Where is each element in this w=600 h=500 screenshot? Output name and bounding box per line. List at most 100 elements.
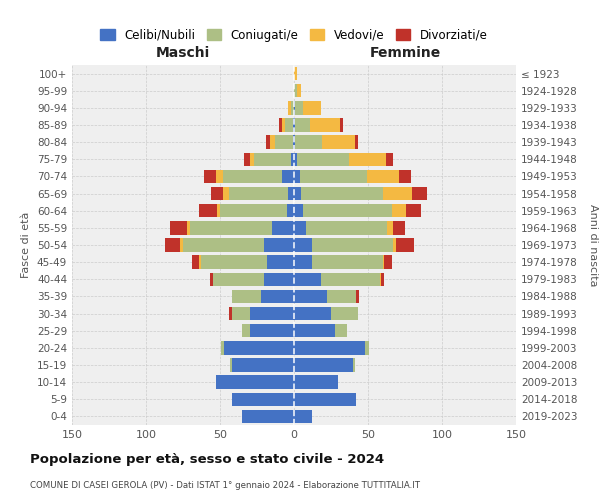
Bar (367, 170, 399, 183)
Bar (232, 307, 250, 320)
Bar (312, 256, 383, 269)
Bar (190, 221, 272, 234)
Bar (300, 170, 367, 183)
Bar (386, 152, 393, 166)
Bar (353, 358, 355, 372)
Bar (294, 307, 331, 320)
Bar (297, 152, 349, 166)
Bar (387, 221, 393, 234)
Bar (229, 307, 232, 320)
Bar (355, 136, 358, 149)
Y-axis label: Fasce di età: Fasce di età (22, 212, 31, 278)
Bar (265, 238, 294, 252)
Bar (356, 290, 359, 303)
Bar (223, 170, 282, 183)
Bar (165, 238, 180, 252)
Bar (291, 101, 294, 114)
Bar (301, 187, 383, 200)
Bar (250, 152, 254, 166)
Bar (384, 256, 392, 269)
Bar (223, 187, 229, 200)
Bar (294, 290, 326, 303)
Bar (294, 170, 300, 183)
Bar (380, 272, 382, 286)
Bar (306, 221, 387, 234)
Bar (242, 410, 294, 423)
Bar (232, 290, 262, 303)
Bar (406, 204, 421, 218)
Bar (183, 238, 265, 252)
Bar (220, 204, 287, 218)
Bar (294, 136, 295, 149)
Bar (294, 67, 297, 80)
Bar (294, 152, 297, 166)
Bar (294, 358, 353, 372)
Bar (322, 136, 355, 149)
Bar (282, 170, 294, 183)
Bar (265, 272, 294, 286)
Bar (294, 118, 295, 132)
Bar (294, 256, 312, 269)
Bar (412, 187, 427, 200)
Bar (187, 221, 190, 234)
Bar (295, 136, 322, 149)
Bar (326, 290, 356, 303)
Bar (310, 118, 340, 132)
Bar (271, 136, 275, 149)
Bar (295, 101, 303, 114)
Bar (294, 238, 312, 252)
Bar (224, 341, 294, 354)
Bar (335, 324, 347, 338)
Bar (312, 238, 393, 252)
Text: Femmine: Femmine (370, 46, 440, 60)
Bar (244, 152, 250, 166)
Bar (294, 392, 356, 406)
Bar (215, 170, 223, 183)
Bar (383, 187, 412, 200)
Bar (331, 307, 358, 320)
Text: COMUNE DI CASEI GEROLA (PV) - Dati ISTAT 1° gennaio 2024 - Elaborazione TUTTITAL: COMUNE DI CASEI GEROLA (PV) - Dati ISTAT… (30, 481, 420, 490)
Bar (199, 256, 201, 269)
Bar (275, 136, 293, 149)
Bar (294, 376, 338, 389)
Y-axis label: Anni di nascita: Anni di nascita (589, 204, 598, 286)
Bar (288, 187, 294, 200)
Bar (250, 307, 294, 320)
Bar (291, 152, 294, 166)
Text: Maschi: Maschi (156, 46, 210, 60)
Bar (279, 118, 282, 132)
Bar (170, 221, 187, 234)
Bar (393, 221, 405, 234)
Bar (396, 238, 414, 252)
Bar (268, 256, 294, 269)
Bar (232, 358, 294, 372)
Bar (293, 136, 294, 149)
Bar (212, 272, 265, 286)
Bar (230, 358, 232, 372)
Bar (365, 341, 370, 354)
Bar (288, 101, 291, 114)
Bar (393, 238, 396, 252)
Bar (320, 272, 380, 286)
Bar (192, 256, 199, 269)
Bar (294, 324, 335, 338)
Bar (294, 221, 306, 234)
Bar (297, 84, 301, 98)
Bar (340, 118, 343, 132)
Bar (199, 204, 217, 218)
Bar (303, 101, 320, 114)
Bar (294, 187, 301, 200)
Bar (272, 221, 294, 234)
Bar (392, 204, 406, 218)
Bar (294, 204, 303, 218)
Bar (229, 187, 288, 200)
Bar (254, 152, 291, 166)
Bar (217, 204, 220, 218)
Bar (349, 152, 386, 166)
Bar (209, 272, 212, 286)
Bar (295, 118, 310, 132)
Bar (221, 341, 224, 354)
Legend: Celibi/Nubili, Coniugati/e, Vedovi/e, Divorziati/e: Celibi/Nubili, Coniugati/e, Vedovi/e, Di… (95, 24, 493, 46)
Bar (282, 118, 285, 132)
Bar (215, 376, 294, 389)
